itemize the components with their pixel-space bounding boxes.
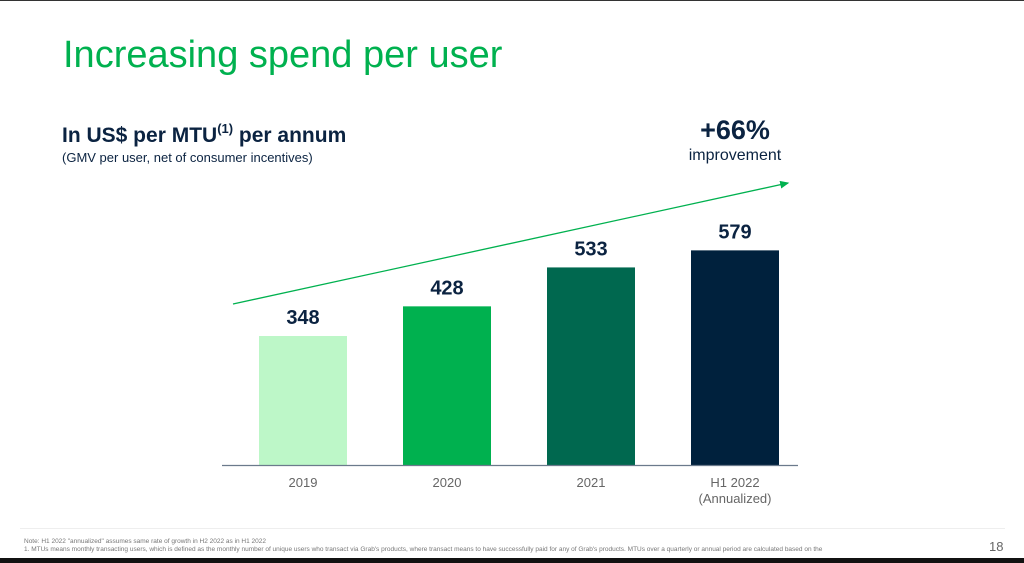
chart-subtitle-note: (GMV per user, net of consumer incentive… [62, 150, 313, 165]
bar-0 [259, 336, 347, 465]
window-top-border [0, 0, 1024, 1]
x-tick-label-3-line1: (Annualized) [699, 491, 772, 506]
footer-divider [20, 528, 1005, 529]
x-tick-label-2: 2021 [577, 475, 606, 490]
subtitle-main: In US$ per MTU [62, 124, 218, 147]
data-label-0: 348 [286, 307, 319, 329]
window-bottom-border [0, 558, 1024, 563]
subtitle-tail: per annum [233, 124, 347, 147]
footnote-1: 1. MTUs means monthly transacting users,… [24, 546, 823, 553]
growth-callout: +66% improvement [650, 114, 820, 166]
data-label-2: 533 [574, 238, 607, 260]
footnote-note: Note: H1 2022 "annualized" assumes same … [24, 538, 267, 545]
bar-2 [547, 267, 635, 465]
slide-title: Increasing spend per user [63, 34, 503, 76]
growth-value: +66% [700, 115, 770, 145]
footnotes: Note: H1 2022 "annualized" assumes same … [24, 538, 822, 554]
growth-arrow [232, 180, 790, 305]
footnote-ref: (1) [217, 121, 234, 136]
data-label-3: 579 [718, 221, 751, 243]
x-tick-label-3: H1 2022 [710, 475, 759, 490]
growth-label: improvement [688, 147, 782, 164]
chart-subtitle: In US$ per MTU(1) per annum [62, 121, 346, 148]
x-tick-label-0: 2019 [289, 475, 318, 490]
x-tick-label-1: 2020 [433, 475, 462, 490]
data-label-1: 428 [430, 277, 463, 299]
bar-1 [403, 306, 491, 465]
page-number: 18 [989, 539, 1004, 554]
bar-3 [691, 250, 779, 465]
